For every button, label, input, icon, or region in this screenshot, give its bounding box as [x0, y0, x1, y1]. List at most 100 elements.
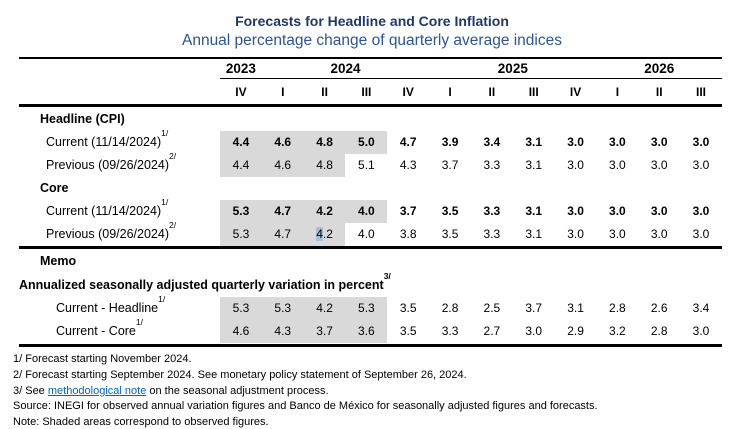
value-cell: 3.1	[525, 204, 543, 218]
value-cell: 3.3	[483, 204, 501, 218]
header-separator-rule	[19, 104, 722, 107]
value-cell: 4.3	[399, 158, 417, 172]
value-cell: 3.0	[692, 158, 710, 172]
footnote-marker: 1/	[158, 294, 166, 305]
value-cell: 5.3	[220, 297, 262, 320]
value-cell: 4.8	[303, 154, 346, 177]
value-cell: 3.0	[692, 135, 710, 149]
row-label: Current - Headline1/	[56, 294, 166, 315]
value-cell: 4.0	[345, 200, 388, 223]
value-cell: 3.5	[441, 204, 459, 218]
value-cell: 3.1	[567, 301, 584, 315]
value-cell: 3.3	[483, 227, 501, 241]
section-row: Annualized seasonally adjusted quarterly…	[14, 272, 722, 297]
table-row: Current - Headline1/5.3 5.3 4.2 5.3 3.5 2.8 2.…	[14, 294, 722, 320]
table-bottom-rule	[19, 343, 722, 347]
footnote-marker: 2/	[169, 151, 177, 162]
row-label: Current (11/14/2024)1/	[46, 128, 169, 149]
value-cell: 4.2	[303, 200, 346, 223]
value-cell: 3.0	[650, 158, 668, 172]
value-cell: 3.1	[525, 227, 543, 241]
table-row: Current - Core1/4.6 4.3 3.7 3.6 3.5 3.3 2.7 3.0…	[14, 317, 722, 343]
quarter-header-row: IV I II III IV I II III IV I II III	[14, 82, 722, 103]
row-label: Previous (09/26/2024)2/	[46, 151, 177, 172]
value-cell: 3.0	[609, 158, 626, 172]
page-title: Forecasts for Headline and Core Inflatio…	[235, 13, 509, 29]
quarter-header: III	[696, 84, 707, 99]
value-cell: 4.6	[261, 154, 304, 177]
value-cell: 3.8	[399, 227, 417, 241]
value-cell: 4.6	[220, 320, 262, 343]
footnote-line: Source: INEGI for observed annual variat…	[13, 399, 733, 415]
quarter-header: I	[281, 84, 285, 99]
footnote-marker: 1/	[161, 197, 169, 208]
quarter-header: III	[361, 84, 372, 99]
section-label: Core	[40, 181, 69, 195]
value-cell: 3.0	[567, 204, 584, 218]
value-cell: 3.7	[303, 320, 346, 343]
footnote-text: Source: INEGI for observed annual variat…	[13, 400, 598, 413]
forecast-table: 2023 2024 2025 2026 IV I II III IV I II III IV I II III…	[14, 0, 722, 346]
value-cell: 2.6	[650, 301, 668, 315]
selected-text: 4	[316, 227, 323, 241]
value-cell: 3.0	[650, 227, 668, 241]
value-cell: 4.3	[261, 320, 304, 343]
value-cell: 3.6	[345, 320, 388, 343]
value-cell: 5.1	[358, 158, 375, 172]
value-cell: 2.5	[483, 301, 501, 315]
year-header: 2026	[596, 58, 722, 79]
footnote-line: 3/ See methodological note on the season…	[13, 384, 733, 400]
section-row: Memo	[14, 249, 722, 274]
value-cell: 4.6	[261, 131, 304, 154]
value-cell: 5.3	[220, 223, 262, 246]
footnote-line: 2/ Forecast starting September 2024. See…	[13, 368, 733, 384]
year-header: 2023	[220, 58, 262, 79]
value-cell: 2.8	[441, 301, 459, 315]
value-cell: 3.5	[399, 301, 417, 315]
value-cell: 3.5	[399, 324, 417, 338]
footnote-line: 1/ Forecast starting November 2024.	[13, 352, 733, 368]
value-cell: 4.4	[220, 154, 262, 177]
table-row: Current (11/14/2024)1/5.3 4.7 4.2 4.0 3.7 3.5…	[14, 197, 722, 223]
value-cell: 4.8	[303, 131, 346, 154]
value-cell: 3.2	[609, 324, 626, 338]
table-row: Current (11/14/2024)1/4.4 4.6 4.8 5.0 4.7 3.9…	[14, 128, 722, 154]
value-cell: 3.0	[650, 135, 668, 149]
value-cell: 3.0	[692, 227, 710, 241]
row-label: Current - Core1/	[56, 317, 143, 338]
page-subtitle: Annual percentage change of quarterly av…	[181, 32, 562, 49]
footnote-line: Note: Shaded areas correspond to observe…	[13, 415, 733, 429]
value-cell: 3.7	[441, 158, 459, 172]
footnotes: 1/ Forecast starting November 2024. 2/ Fo…	[13, 352, 733, 429]
value-cell: 3.7	[525, 301, 543, 315]
year-header: 2024	[261, 58, 430, 79]
value-cell: 2.8	[650, 324, 668, 338]
value-cell: 3.0	[609, 204, 626, 218]
quarter-header: IV	[235, 84, 247, 99]
methodological-note-link[interactable]: methodological note	[47, 384, 147, 397]
quarter-header: I	[448, 84, 452, 99]
value-cell: 3.0	[650, 204, 668, 218]
value-cell: 3.4	[692, 301, 710, 315]
value-cell: 3.0	[609, 135, 626, 149]
value-cell: 3.1	[525, 158, 543, 172]
quarter-header: IV	[569, 84, 582, 99]
footnote-marker: 1/	[161, 128, 169, 139]
table-row: Previous (09/26/2024)2/4.4 4.6 4.8 5.1 4.3 3.…	[14, 151, 722, 177]
row-label: Previous (09/26/2024)2/	[46, 220, 177, 241]
table-top-rule	[19, 56, 722, 59]
value-cell: 3.0	[567, 227, 584, 241]
value-cell: 3.0	[692, 204, 710, 218]
section-label: Memo	[40, 254, 77, 268]
quarter-header: III	[528, 84, 539, 99]
value-cell: 5.0	[345, 131, 388, 154]
section-row: Headline (CPI)	[14, 107, 722, 131]
value-cell: 4.0	[358, 227, 375, 241]
quarter-header: II	[655, 84, 663, 99]
value-cell: 3.0	[567, 135, 584, 149]
value-cell: 3.4	[483, 135, 501, 149]
value-cell: 2.8	[609, 301, 626, 315]
value-cell: 5.3	[261, 297, 304, 320]
footnote-text: 3/ See	[13, 384, 48, 397]
